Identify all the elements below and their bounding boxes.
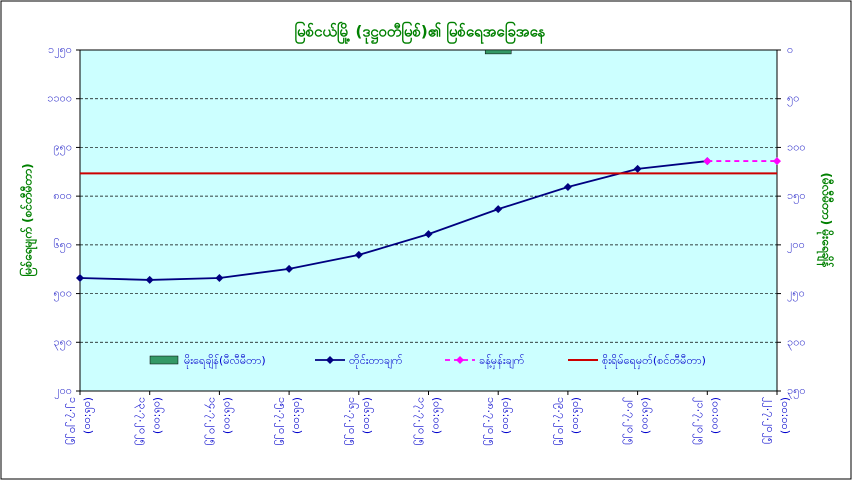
x-tick-label: ၁၉.၇.၂၀၂၅ bbox=[553, 397, 568, 446]
point bbox=[773, 157, 781, 166]
y2-tick-label: ၂၅၀ bbox=[787, 287, 805, 302]
x-tick-time: (၀၆:၀၀) bbox=[152, 397, 165, 434]
legend-swatch bbox=[149, 355, 179, 365]
y2-tick-label: ၁၅၀ bbox=[787, 189, 806, 204]
x-tick-label: ၁၃.၇.၂၀၂၅ bbox=[135, 397, 150, 446]
y2-axis-title: (မီလီမီတာ) မိုးရေချိန် bbox=[816, 173, 836, 269]
point bbox=[424, 230, 433, 239]
x-tick-time: (၀၆:၀၀) bbox=[361, 397, 374, 434]
x-tick-time: (၀၆:၀၀) bbox=[221, 397, 234, 434]
x-tick-time: (၀၆:၀၀) bbox=[431, 397, 444, 434]
y2-tick-label: ၀ bbox=[787, 43, 793, 56]
x-tick-label: ၁၅.၇.၂၀၂၅ bbox=[274, 397, 289, 446]
y-tick-label: ၉၅၀ bbox=[53, 140, 72, 155]
x-tick-label: ၁၄.၇.၂၀၂၅ bbox=[204, 397, 219, 446]
x-tick-label: ၂၂.၇.၂၀၂၅ bbox=[762, 397, 777, 444]
x-tick-label: ၁၇.၇.၂၀၂၅ bbox=[414, 397, 429, 446]
y-tick-label: ၂၀၀ bbox=[54, 384, 72, 399]
bar bbox=[484, 49, 512, 55]
legend-label: ခန့်မှန်းချက် bbox=[479, 354, 525, 369]
legend-label: မိုးရေချိန်(မီလီမီတာ) bbox=[184, 354, 266, 369]
y-tick-label: ၈၀၀ bbox=[53, 189, 72, 202]
x-tick-time: (၀၆:၀၀) bbox=[640, 397, 653, 434]
point bbox=[285, 264, 294, 273]
point bbox=[633, 164, 642, 173]
point bbox=[215, 273, 224, 282]
y-tick-label: ၁၁၀၀ bbox=[47, 92, 72, 105]
x-tick-label: ၁၂.၇.၂၀၂၅ bbox=[65, 397, 80, 445]
y-tick-label: ၆၅၀ bbox=[53, 238, 72, 253]
series-line bbox=[79, 160, 708, 281]
x-tick-label: ၂၀.၇.၂၀၂၅ bbox=[623, 397, 638, 445]
point bbox=[494, 205, 503, 214]
x-tick-time: (၀၆:၀၀) bbox=[500, 397, 513, 434]
y-axis-title: မြစ်ရေမျက် (စင်တီမီတာ) bbox=[18, 163, 39, 276]
plot-area bbox=[79, 49, 778, 392]
x-tick-time: (၀၆:၀၀) bbox=[291, 397, 304, 434]
y-tick-label: ၃၅၀ bbox=[53, 335, 72, 350]
point bbox=[703, 157, 712, 166]
legend-marker bbox=[456, 356, 464, 364]
x-tick-time: (၀၆:၀၀) bbox=[570, 397, 583, 434]
legend-label: စိုးရိမ်ရေမှတ်(စင်တီမီတာ) bbox=[602, 354, 706, 369]
y-tick-label: ၅၀၀ bbox=[53, 287, 72, 302]
x-tick-time: (၀၆:၀၀) bbox=[82, 397, 95, 434]
legend-label: တိုင်းတာချက် bbox=[349, 354, 403, 369]
x-tick-label: ၁၈.၇.၂၀၂၅ bbox=[483, 397, 498, 446]
x-tick-time: (၀၀:၀၀) bbox=[779, 397, 792, 434]
y2-tick-label: ၅၀ bbox=[787, 92, 799, 107]
legend-marker bbox=[326, 356, 334, 364]
x-tick-label: ၁၆.၇.၂၀၂၅ bbox=[344, 397, 359, 446]
point bbox=[145, 275, 154, 284]
y2-tick-label: ၂၀၀ bbox=[787, 238, 805, 253]
y2-tick-label: ၃၅၀ bbox=[787, 384, 806, 399]
point bbox=[563, 183, 572, 192]
point bbox=[354, 250, 363, 259]
x-tick-time: (၀၀:၀၀) bbox=[709, 397, 722, 434]
y2-tick-label: ၃၀၀ bbox=[787, 335, 806, 350]
y-tick-label: ၁၂၅၀ bbox=[48, 43, 72, 58]
y2-tick-label: ၁၀၀ bbox=[787, 140, 806, 153]
point bbox=[76, 273, 84, 282]
x-tick-label: ၂၁.၇.၂၀၂၅ bbox=[692, 397, 707, 445]
